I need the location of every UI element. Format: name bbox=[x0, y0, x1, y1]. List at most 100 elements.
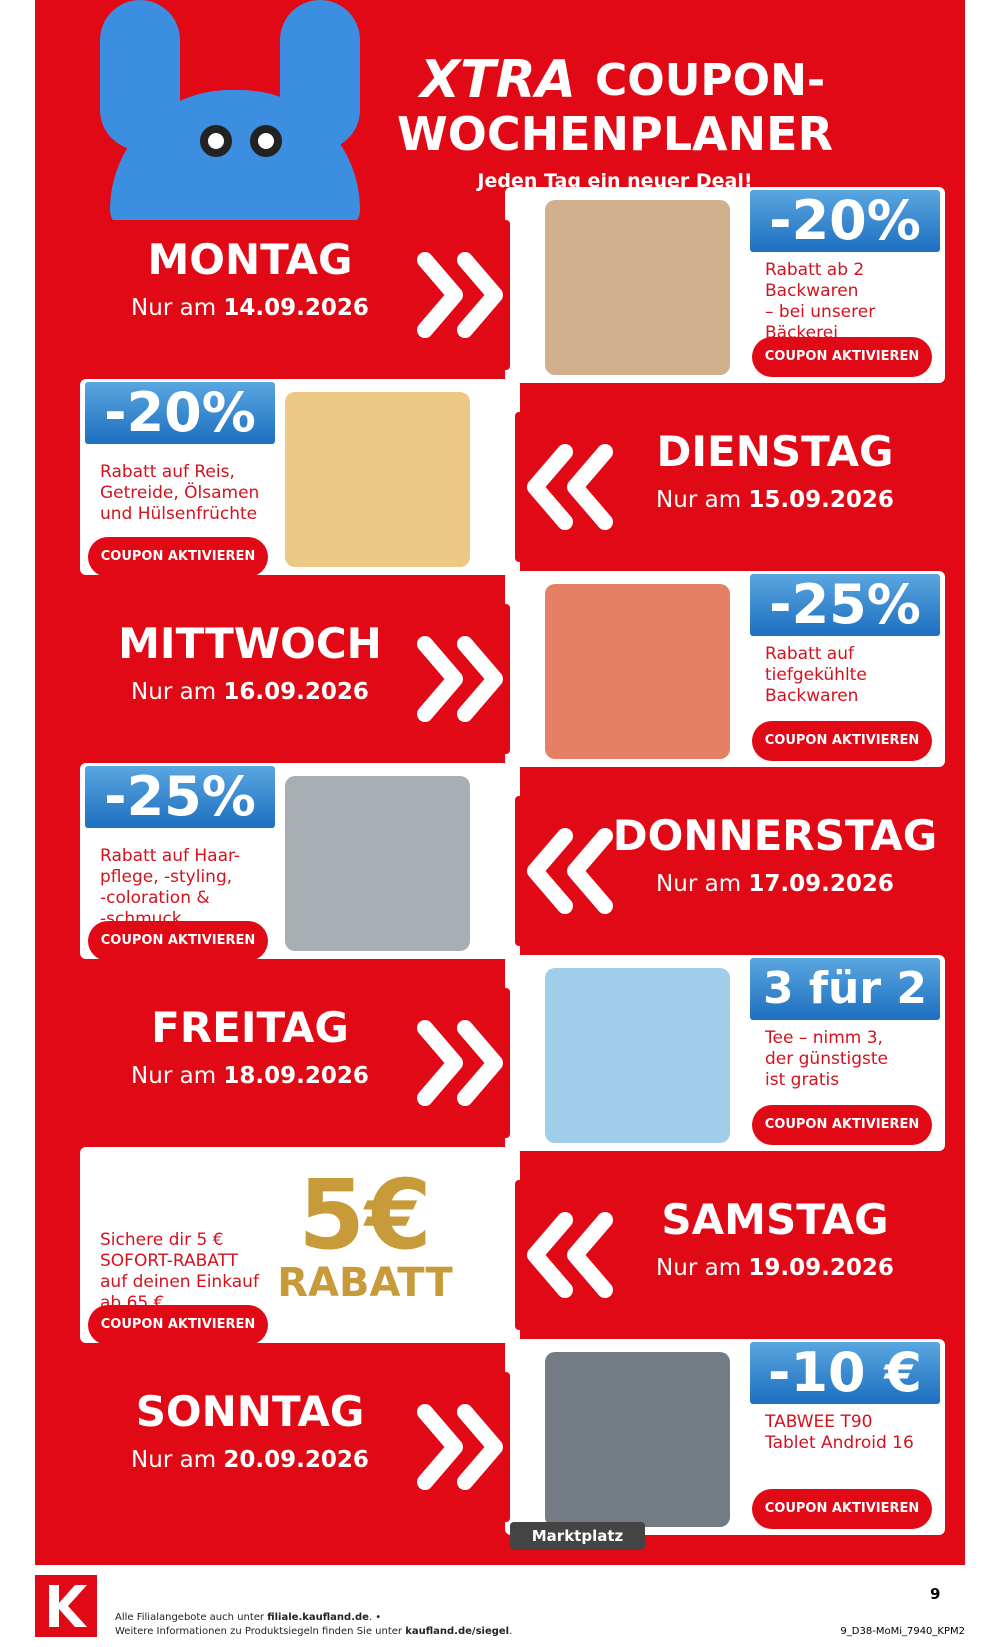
offer-text: Tablet Android 16 bbox=[765, 1433, 914, 1453]
discount-badge: 3 für 2 bbox=[750, 958, 940, 1020]
discount-badge: -20% bbox=[85, 382, 275, 444]
date: 14.09.2026 bbox=[223, 295, 369, 321]
link: filiale.kaufland.de bbox=[267, 1612, 369, 1623]
day-name: DONNERSTAG bbox=[612, 811, 938, 860]
offer-text: Tee – nimm 3, bbox=[765, 1028, 883, 1048]
date-prefix: Nur am bbox=[656, 487, 742, 513]
text: . bbox=[509, 1626, 513, 1637]
text: . • bbox=[368, 1612, 382, 1623]
link: kaufland.de/siegel bbox=[405, 1626, 510, 1637]
print-code: 9_D38-MoMi_7940_KPM2 bbox=[840, 1626, 965, 1637]
offer-text: Backwaren bbox=[765, 686, 859, 706]
coupon-button[interactable]: COUPON AKTIVIEREN bbox=[88, 537, 268, 577]
chevrons bbox=[527, 444, 613, 530]
day-name: SAMSTAG bbox=[661, 1195, 889, 1244]
day-name: MITTWOCH bbox=[118, 619, 382, 668]
chevrons bbox=[417, 636, 503, 722]
date-prefix: Nur am bbox=[131, 1063, 217, 1089]
product-image bbox=[545, 968, 730, 1143]
marketplace-tag: Marktplatz bbox=[510, 1522, 645, 1550]
day-banner bbox=[80, 604, 510, 754]
day-banner bbox=[80, 1372, 510, 1522]
day-banner bbox=[515, 412, 945, 562]
date: 16.09.2026 bbox=[223, 679, 369, 705]
chevrons bbox=[527, 1212, 613, 1298]
offer-text: und Hülsenfrüchte bbox=[100, 504, 258, 524]
discount-badge: -25% bbox=[750, 574, 940, 636]
day-banner bbox=[515, 1180, 945, 1330]
date-prefix: Nur am bbox=[656, 871, 742, 897]
discount-badge: -10 € bbox=[750, 1342, 940, 1404]
coupon-button[interactable]: COUPON AKTIVIEREN bbox=[752, 337, 932, 377]
date: 18.09.2026 bbox=[223, 1063, 369, 1089]
product-image bbox=[285, 776, 470, 951]
text: Weitere Informationen zu Produktsiegeln … bbox=[115, 1626, 403, 1637]
day-banner bbox=[80, 220, 510, 370]
mascot-eye bbox=[250, 125, 282, 157]
chevrons bbox=[527, 828, 613, 914]
discount-badge: -25% bbox=[85, 766, 275, 828]
product-image bbox=[285, 392, 470, 567]
title: COUPON- bbox=[595, 55, 826, 106]
date: 19.09.2026 bbox=[748, 1255, 894, 1281]
date-line: Nur am 18.09.2026 bbox=[80, 1063, 420, 1089]
mascot-eye bbox=[200, 125, 232, 157]
offer-text: der günstigste bbox=[765, 1049, 889, 1069]
date: 20.09.2026 bbox=[223, 1447, 369, 1473]
offer-text: Sichere dir 5 € bbox=[100, 1230, 224, 1250]
date-line: Nur am 19.09.2026 bbox=[605, 1255, 945, 1281]
date-line: Nur am 16.09.2026 bbox=[80, 679, 420, 705]
offer-text: SOFORT-RABATT bbox=[100, 1251, 239, 1271]
date-prefix: Nur am bbox=[656, 1255, 742, 1281]
discount-badge: -20% bbox=[750, 190, 940, 252]
day-name: SONNTAG bbox=[135, 1387, 365, 1436]
coupon-button[interactable]: COUPON AKTIVIEREN bbox=[88, 1305, 268, 1345]
offer-text: Rabatt auf Reis, bbox=[100, 462, 235, 482]
chevrons bbox=[417, 252, 503, 338]
offer-text: Rabatt auf Haar- bbox=[100, 846, 241, 866]
day-banner bbox=[515, 796, 945, 946]
offer-text: auf deinen Einkauf bbox=[100, 1272, 259, 1292]
day-banner bbox=[80, 988, 510, 1138]
product-image bbox=[545, 1352, 730, 1527]
rabatt-label: RABATT bbox=[277, 1260, 453, 1306]
offer-text: pflege, -styling, bbox=[100, 867, 233, 887]
product-image bbox=[545, 200, 730, 375]
coupon-button[interactable]: COUPON AKTIVIEREN bbox=[752, 721, 932, 761]
date-line: Nur am 17.09.2026 bbox=[605, 871, 945, 897]
day-name: DIENSTAG bbox=[656, 427, 894, 476]
logo bbox=[35, 1575, 97, 1637]
date-line: Nur am 14.09.2026 bbox=[80, 295, 420, 321]
offer-text: Rabatt auf bbox=[765, 644, 854, 664]
date-line: Nur am 15.09.2026 bbox=[605, 487, 945, 513]
coupon-button[interactable]: COUPON AKTIVIEREN bbox=[752, 1105, 932, 1145]
day-name: MONTAG bbox=[147, 235, 353, 284]
coupon-button[interactable]: COUPON AKTIVIEREN bbox=[752, 1489, 932, 1529]
title: WOCHENPLANER bbox=[397, 107, 833, 161]
date: 15.09.2026 bbox=[748, 487, 894, 513]
subtitle: Jeden Tag ein neuer Deal! bbox=[477, 170, 753, 192]
brand: XTRA bbox=[420, 50, 576, 110]
offer-text: Rabatt ab 2 bbox=[765, 260, 865, 280]
rabatt-amount: 5€ bbox=[298, 1159, 432, 1271]
date-prefix: Nur am bbox=[131, 1447, 217, 1473]
offer-text: ist gratis bbox=[765, 1070, 840, 1090]
offer-text: Getreide, Ölsamen bbox=[100, 483, 260, 503]
offer-text: – bei unserer bbox=[765, 302, 876, 322]
text: Alle Filialangebote auch unter bbox=[115, 1612, 265, 1623]
footer-line: Weitere Informationen zu Produktsiegeln … bbox=[115, 1626, 512, 1637]
coupon-button[interactable]: COUPON AKTIVIEREN bbox=[88, 921, 268, 961]
date-prefix: Nur am bbox=[131, 679, 217, 705]
offer-text: tiefgekühlte bbox=[765, 665, 867, 685]
day-name: FREITAG bbox=[151, 1003, 349, 1052]
product-image bbox=[545, 584, 730, 759]
date: 17.09.2026 bbox=[748, 871, 894, 897]
offer-text: TABWEE T90 bbox=[765, 1412, 873, 1432]
footer-line: Alle Filialangebote auch unter filiale.k… bbox=[115, 1612, 381, 1623]
chevrons bbox=[417, 1020, 503, 1106]
chevrons bbox=[417, 1404, 503, 1490]
page-number: 9 bbox=[930, 1585, 941, 1603]
offer-text: Backwaren bbox=[765, 281, 859, 301]
date-line: Nur am 20.09.2026 bbox=[80, 1447, 420, 1473]
